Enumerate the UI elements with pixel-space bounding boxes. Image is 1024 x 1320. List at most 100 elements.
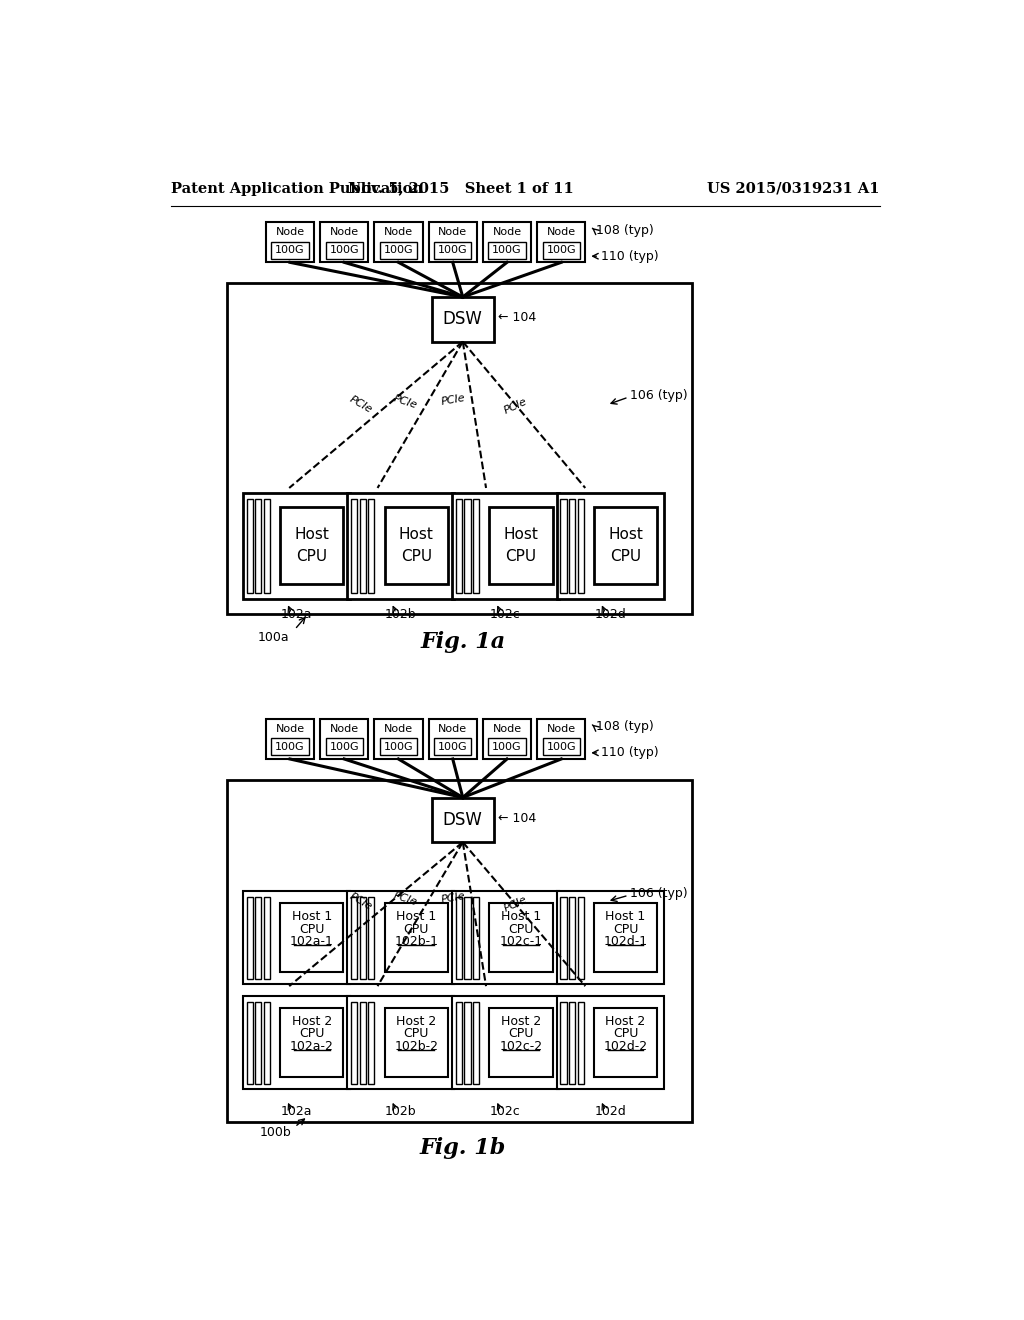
Text: CPU: CPU: [403, 1027, 429, 1040]
Text: 100G: 100G: [438, 742, 468, 751]
Bar: [369, 1002, 375, 1084]
Text: 102d: 102d: [594, 607, 626, 620]
Text: 100a: 100a: [258, 631, 290, 644]
Bar: [380, 242, 417, 259]
Bar: [227, 284, 692, 614]
Text: PCIe: PCIe: [440, 891, 467, 904]
Bar: [489, 903, 553, 973]
Text: 100G: 100G: [438, 246, 468, 255]
Bar: [429, 719, 477, 759]
Bar: [450, 887, 561, 1093]
Text: Node: Node: [384, 723, 413, 734]
Bar: [263, 1002, 270, 1084]
Bar: [271, 242, 308, 259]
Bar: [569, 499, 575, 593]
Bar: [359, 896, 366, 979]
Text: Nov. 5, 2015   Sheet 1 of 11: Nov. 5, 2015 Sheet 1 of 11: [348, 182, 574, 195]
Bar: [557, 997, 664, 1089]
Bar: [483, 719, 531, 759]
Text: Node: Node: [547, 227, 575, 238]
Bar: [452, 997, 559, 1089]
Text: 102a-1: 102a-1: [290, 935, 334, 948]
Text: 100G: 100G: [547, 742, 577, 751]
Text: Host 2: Host 2: [396, 1015, 436, 1028]
Text: Host
CPU: Host CPU: [399, 527, 434, 565]
Bar: [326, 242, 362, 259]
Bar: [594, 507, 657, 585]
Bar: [266, 719, 314, 759]
Text: 100G: 100G: [384, 246, 414, 255]
Text: 102a-2: 102a-2: [290, 1040, 334, 1053]
Text: Patent Application Publication: Patent Application Publication: [171, 182, 423, 195]
Bar: [247, 1002, 253, 1084]
Text: 110 (typ): 110 (typ): [601, 746, 658, 759]
Text: 100G: 100G: [493, 742, 522, 751]
Bar: [432, 297, 494, 342]
Text: 102c-1: 102c-1: [500, 935, 543, 948]
Bar: [345, 887, 457, 1093]
Text: Host 2: Host 2: [501, 1015, 541, 1028]
Bar: [473, 499, 479, 593]
Bar: [434, 242, 471, 259]
Bar: [452, 492, 559, 599]
Text: Fig. 1b: Fig. 1b: [420, 1137, 506, 1159]
Text: Host 1: Host 1: [501, 911, 541, 924]
Bar: [385, 903, 449, 973]
Text: PCIe: PCIe: [347, 891, 374, 912]
Text: CPU: CPU: [612, 1027, 638, 1040]
Text: Node: Node: [330, 227, 358, 238]
Bar: [538, 719, 586, 759]
Text: Host 2: Host 2: [605, 1015, 646, 1028]
Bar: [554, 887, 666, 1093]
Bar: [321, 222, 369, 263]
Bar: [557, 492, 664, 599]
Text: ← 104: ← 104: [499, 812, 537, 825]
Text: CPU: CPU: [508, 1027, 534, 1040]
Bar: [464, 499, 471, 593]
Bar: [456, 896, 462, 979]
Bar: [473, 1002, 479, 1084]
Text: 108 (typ): 108 (typ): [596, 721, 654, 733]
Text: 100G: 100G: [275, 742, 305, 751]
Bar: [271, 738, 308, 755]
Bar: [359, 1002, 366, 1084]
Bar: [429, 222, 477, 263]
Bar: [543, 738, 580, 755]
Bar: [375, 222, 423, 263]
Bar: [578, 896, 584, 979]
Bar: [241, 887, 352, 1093]
Text: 102b: 102b: [385, 1105, 417, 1118]
Text: Host
CPU: Host CPU: [294, 527, 329, 565]
Bar: [227, 780, 692, 1122]
Text: 100G: 100G: [384, 742, 414, 751]
Bar: [473, 896, 479, 979]
Bar: [255, 1002, 261, 1084]
Bar: [538, 222, 586, 263]
Bar: [375, 719, 423, 759]
Bar: [347, 492, 455, 599]
Text: Host
CPU: Host CPU: [608, 527, 643, 565]
Text: Host
CPU: Host CPU: [504, 527, 539, 565]
Bar: [263, 499, 270, 593]
Text: Node: Node: [547, 723, 575, 734]
Text: Node: Node: [275, 227, 304, 238]
Bar: [243, 997, 349, 1089]
Bar: [464, 1002, 471, 1084]
Text: PCIe: PCIe: [347, 395, 374, 416]
Text: CPU: CPU: [508, 923, 534, 936]
Bar: [280, 507, 343, 585]
Bar: [489, 1007, 553, 1077]
Text: 110 (typ): 110 (typ): [601, 249, 658, 263]
Text: 102d-1: 102d-1: [603, 935, 647, 948]
Text: 102c-2: 102c-2: [500, 1040, 543, 1053]
Bar: [557, 891, 664, 983]
Bar: [488, 242, 525, 259]
Bar: [488, 738, 525, 755]
Bar: [380, 738, 417, 755]
Text: Node: Node: [493, 227, 521, 238]
Text: Fig. 1a: Fig. 1a: [420, 631, 506, 653]
Bar: [464, 896, 471, 979]
Bar: [456, 1002, 462, 1084]
Bar: [243, 891, 349, 983]
Bar: [434, 738, 471, 755]
